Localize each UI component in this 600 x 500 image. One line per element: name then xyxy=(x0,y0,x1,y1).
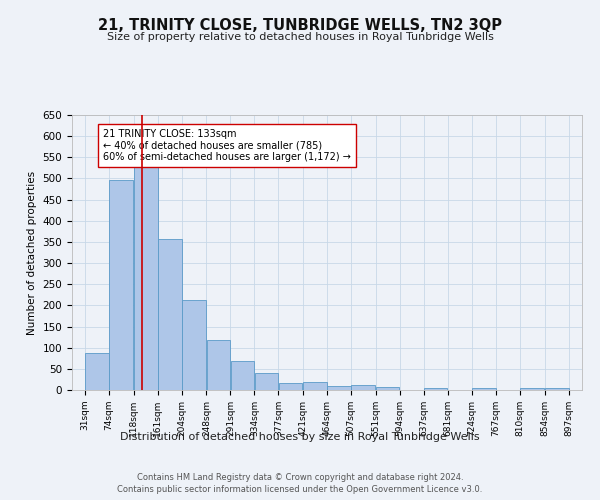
Text: 21 TRINITY CLOSE: 133sqm
← 40% of detached houses are smaller (785)
60% of semi-: 21 TRINITY CLOSE: 133sqm ← 40% of detach… xyxy=(103,128,351,162)
Text: Contains public sector information licensed under the Open Government Licence v3: Contains public sector information licen… xyxy=(118,485,482,494)
Bar xyxy=(278,383,302,390)
Text: 21, TRINITY CLOSE, TUNBRIDGE WELLS, TN2 3QP: 21, TRINITY CLOSE, TUNBRIDGE WELLS, TN2 … xyxy=(98,18,502,32)
Bar xyxy=(303,382,327,390)
Bar xyxy=(85,353,109,390)
Bar xyxy=(206,340,230,390)
Bar xyxy=(134,166,158,390)
Bar xyxy=(182,300,206,390)
Text: Contains HM Land Registry data © Crown copyright and database right 2024.: Contains HM Land Registry data © Crown c… xyxy=(137,472,463,482)
Text: Size of property relative to detached houses in Royal Tunbridge Wells: Size of property relative to detached ho… xyxy=(107,32,493,42)
Bar xyxy=(424,388,448,390)
Bar xyxy=(376,387,400,390)
Text: Distribution of detached houses by size in Royal Tunbridge Wells: Distribution of detached houses by size … xyxy=(120,432,480,442)
Bar xyxy=(109,180,133,390)
Y-axis label: Number of detached properties: Number of detached properties xyxy=(27,170,37,334)
Bar xyxy=(545,388,569,390)
Bar xyxy=(351,385,375,390)
Bar xyxy=(520,388,544,390)
Bar xyxy=(254,372,278,390)
Bar xyxy=(327,386,351,390)
Bar xyxy=(472,388,496,390)
Bar xyxy=(158,240,182,390)
Bar xyxy=(230,361,254,390)
